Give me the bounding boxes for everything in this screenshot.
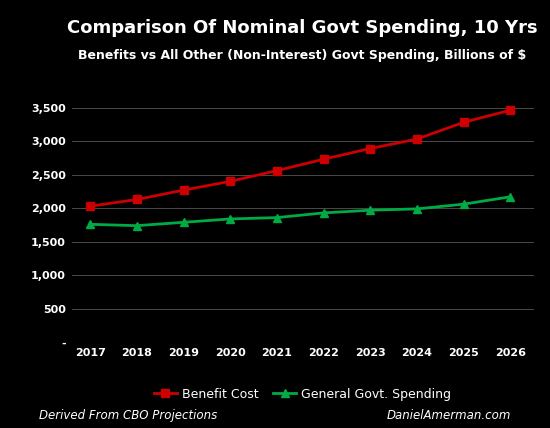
- Text: Benefits vs All Other (Non-Interest) Govt Spending, Billions of $: Benefits vs All Other (Non-Interest) Gov…: [78, 49, 527, 62]
- Text: Comparison Of Nominal Govt Spending, 10 Yrs: Comparison Of Nominal Govt Spending, 10 …: [67, 19, 538, 37]
- Legend: Benefit Cost, General Govt. Spending: Benefit Cost, General Govt. Spending: [149, 383, 456, 406]
- Text: Derived From CBO Projections: Derived From CBO Projections: [39, 409, 217, 422]
- Text: DanielAmerman.com: DanielAmerman.com: [387, 409, 512, 422]
